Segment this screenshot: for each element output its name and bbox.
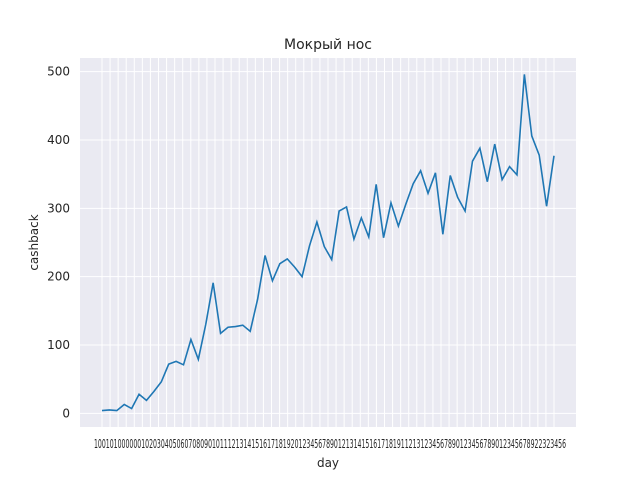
y-tick-label: 200 [47, 270, 70, 284]
y-tick-label: 400 [47, 133, 70, 147]
x-tick-labels: 1001010000001020304050607080901011121314… [94, 437, 566, 451]
y-tick-labels: 0 100 200 300 400 500 [47, 65, 70, 421]
y-tick-label: 300 [47, 201, 70, 215]
y-tick-label: 0 [62, 406, 70, 420]
x-axis-label: day [317, 456, 339, 470]
series-line [101, 74, 555, 412]
y-axis-label: cashback [27, 214, 41, 270]
y-tick-label: 100 [47, 338, 70, 352]
x-gridlines [101, 58, 555, 427]
chart-title: Мокрый нос [284, 37, 372, 53]
y-tick-label: 500 [47, 65, 70, 79]
